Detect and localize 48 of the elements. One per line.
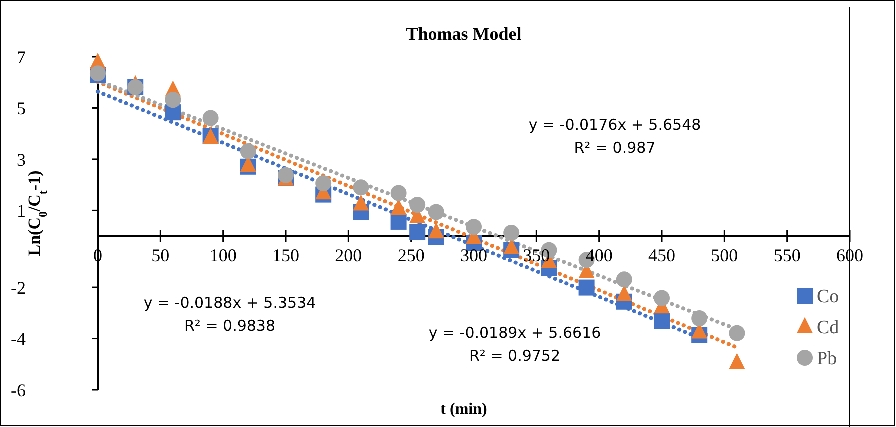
x-tick-label: 100 [210,245,237,266]
point [316,176,332,192]
point [240,144,256,160]
point [729,325,746,342]
point [353,194,370,211]
annotation: y = -0.0176x + 5.6548 R² = 0.987 [528,116,702,157]
point [729,353,746,370]
x-tick-label: 250 [398,245,425,266]
legend-label: Co [817,286,840,308]
y-tick-label: 3 [17,150,26,170]
y-tick-label: 1 [17,200,26,221]
point [428,222,444,239]
x-tick-label: 300 [460,245,488,266]
x-tick-label: 50 [152,245,170,266]
point [390,199,407,216]
x-tick-label: 550 [774,245,801,266]
x-tick-label: 400 [586,245,613,266]
point [410,197,426,214]
point [390,185,407,202]
point [390,214,407,230]
x-tick-label: 200 [335,245,362,266]
x-tick-label: 350 [523,245,550,266]
point [504,224,520,241]
point [353,180,370,196]
annotation: y = -0.0189x + 5.6616 R² = 0.9752 [428,324,602,365]
point [165,92,182,108]
point [578,280,595,296]
y-tick-label: -4 [11,329,26,350]
point [616,272,632,288]
chart-title: Thomas Model [406,24,522,44]
y-tick-label: 5 [17,98,26,119]
point [466,219,482,236]
point [410,224,426,240]
x-tick-label: 500 [711,245,738,266]
y-tick-label: -6 [11,380,26,400]
point [692,310,708,327]
point [428,204,444,220]
point [654,313,670,330]
point [654,290,670,306]
annotation: y = -0.0188x + 5.3534 R² = 0.9838 [144,294,316,335]
x-tick-label: 450 [648,245,676,266]
x-axis-title: t (min) [440,401,488,418]
x-tick-label: 150 [272,245,300,266]
y-tick-label: -2 [11,278,26,298]
legend-label: Pb [817,348,838,370]
point [202,110,219,126]
legend-label: Cd [817,318,840,339]
y-tick-label: 7 [17,47,26,68]
